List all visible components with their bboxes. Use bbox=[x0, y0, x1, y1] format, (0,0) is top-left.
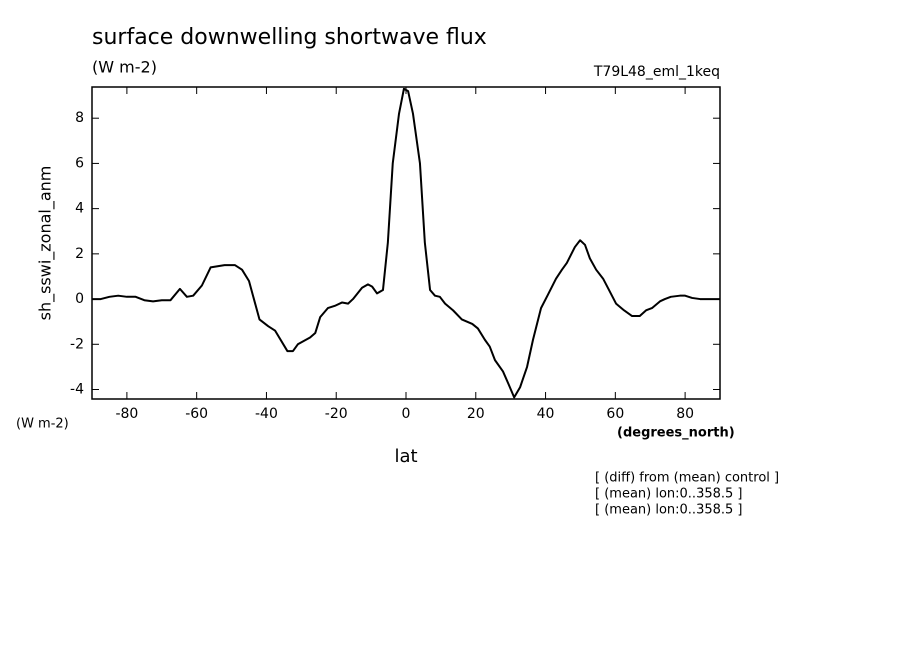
x-tick-label: 40 bbox=[537, 406, 555, 422]
x-axis-label: lat bbox=[394, 446, 417, 467]
note: [ (diff) from (mean) control ] bbox=[595, 471, 779, 486]
x-tick-label: -20 bbox=[325, 406, 348, 422]
x-units: (degrees_north) bbox=[617, 426, 735, 441]
y-tick-label: 0 bbox=[75, 291, 84, 307]
x-tick-label: -60 bbox=[185, 406, 208, 422]
y-tick-label: -2 bbox=[70, 336, 84, 352]
y-units: (W m-2) bbox=[16, 417, 69, 432]
run-label: T79L48_eml_1keq bbox=[593, 64, 720, 80]
x-tick-label: -80 bbox=[115, 406, 138, 422]
x-tick-label: 80 bbox=[676, 406, 694, 422]
x-tick-label: 20 bbox=[467, 406, 485, 422]
chart-title: surface downwelling shortwave flux bbox=[92, 25, 487, 50]
y-tick-label: -4 bbox=[70, 382, 84, 398]
note: [ (mean) lon:0..358.5 ] bbox=[595, 487, 743, 502]
y-tick-label: 6 bbox=[75, 155, 84, 171]
x-tick-label: -40 bbox=[255, 406, 278, 422]
y-tick-label: 2 bbox=[75, 246, 84, 262]
data-line bbox=[92, 87, 720, 399]
y-tick-label: 4 bbox=[75, 201, 84, 217]
y-axis-label: sh_sswi_zonal_anm bbox=[36, 166, 56, 321]
x-tick-label: 0 bbox=[402, 406, 411, 422]
plot-frame bbox=[91, 86, 721, 400]
units: (W m-2) bbox=[92, 58, 157, 77]
x-tick-label: 60 bbox=[606, 406, 624, 422]
note: [ (mean) lon:0..358.5 ] bbox=[595, 503, 743, 518]
y-tick-label: 8 bbox=[75, 110, 84, 126]
